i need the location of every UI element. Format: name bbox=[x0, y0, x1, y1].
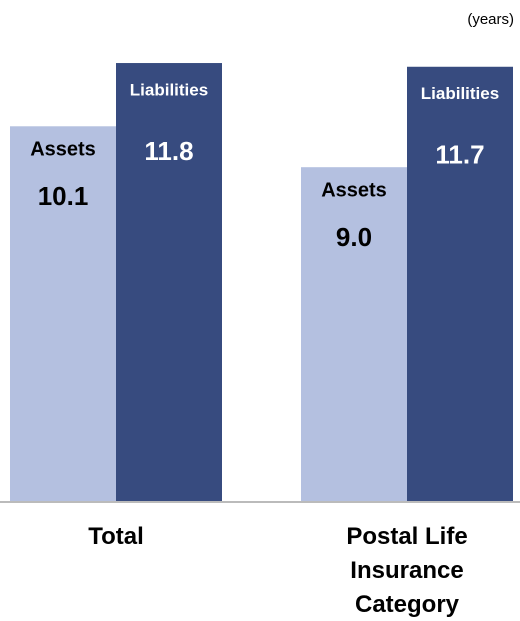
value-label: 10.1 bbox=[38, 181, 89, 211]
series-label: Liabilities bbox=[421, 84, 499, 103]
value-label: 11.8 bbox=[144, 136, 193, 166]
series-label: Assets bbox=[321, 179, 387, 201]
bar bbox=[10, 126, 116, 502]
value-label: 9.0 bbox=[336, 222, 372, 252]
x-tick-label: Total bbox=[88, 523, 144, 550]
x-tick-label: Postal Life Insurance Category bbox=[346, 523, 468, 618]
series-label: Liabilities bbox=[130, 81, 208, 100]
series-label: Assets bbox=[30, 139, 96, 161]
value-label: 11.7 bbox=[435, 140, 484, 170]
bar bbox=[407, 66, 513, 502]
bar bbox=[301, 167, 407, 502]
unit-label: (years) bbox=[467, 11, 514, 28]
bar bbox=[116, 63, 222, 502]
